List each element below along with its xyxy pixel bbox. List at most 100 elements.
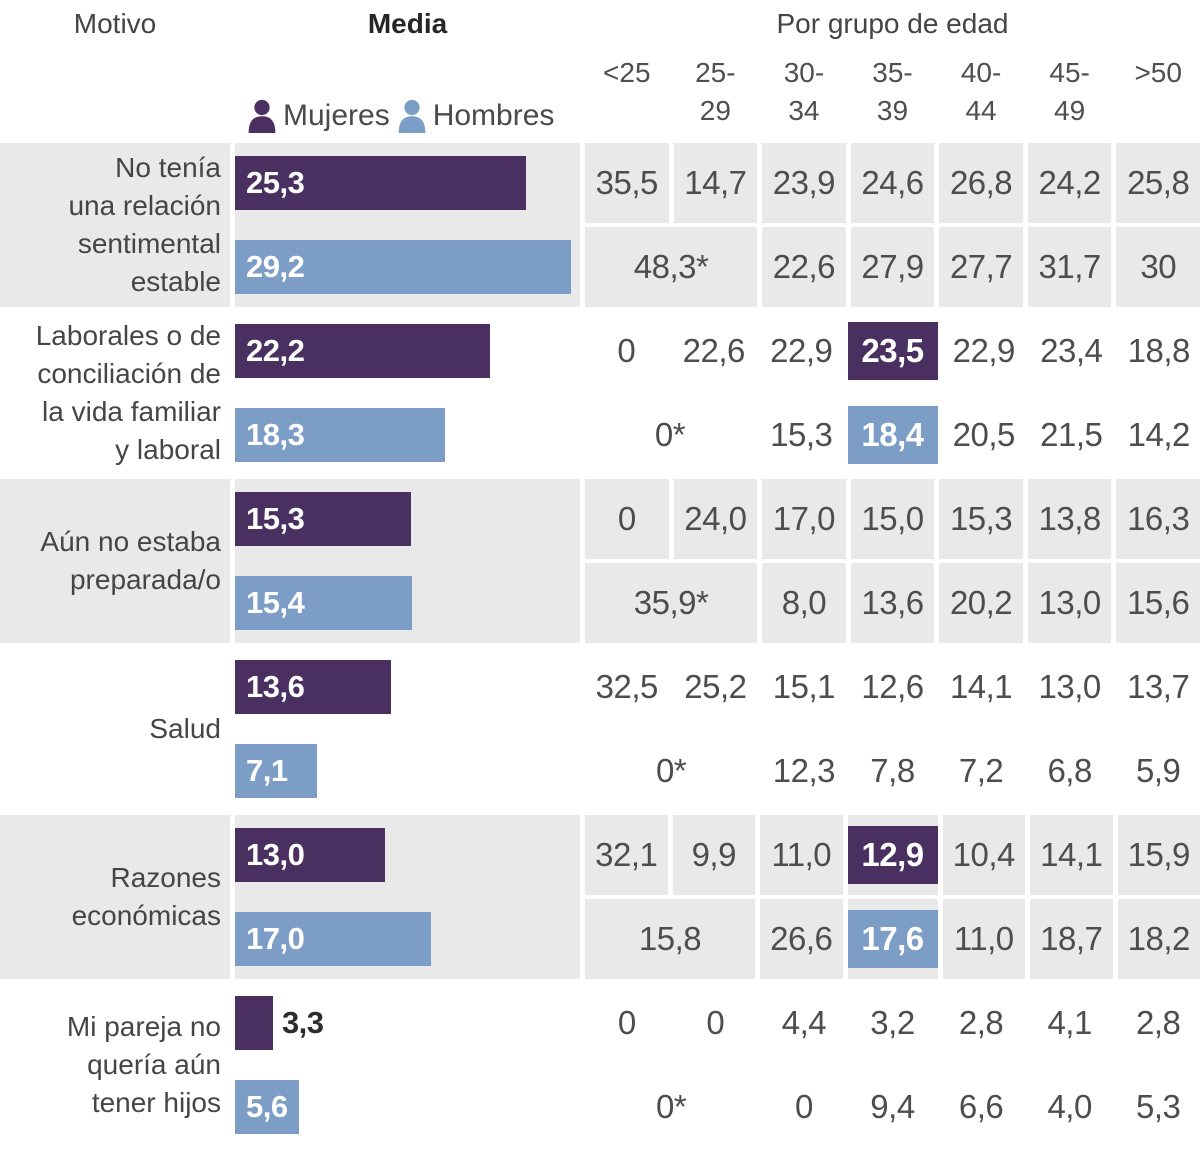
age-value-cell: 23,4 [1040,332,1103,369]
row-band: No tenía una relación sentimental establ… [0,143,1200,307]
media-bar-row-hombres: 5,6 [235,1067,580,1147]
age-value-cell: 11,0 [760,815,843,895]
highlighted-value: 12,9 [847,826,938,884]
media-bar-value: 5,6 [246,1089,288,1124]
age-value-cell: 25,8 [1116,143,1200,223]
age-value-cell: 32,1 [585,815,668,895]
age-value-cell: 5,9 [1136,752,1181,789]
media-bar-row-mujeres: 3,3 [235,983,580,1063]
age-value-cell: 15,1 [772,668,836,705]
media-bar-row-mujeres: 15,3 [235,479,580,559]
media-bar-row-hombres: 7,1 [235,731,580,811]
media-bar-value: 29,2 [246,249,305,284]
media-bar-cell: 13,6 7,1 [235,647,580,811]
age-value-cell: 10,4 [942,815,1025,895]
age-value-cell: 18,8 [1127,332,1191,369]
media-bar-value: 25,3 [246,165,305,200]
age-group-header: 40- 44 [960,57,1002,126]
age-value-cell: 0* [654,416,686,453]
media-bar-row-hombres: 29,2 [235,227,580,307]
row-band: Aún no estaba preparada/o 15,3 15,4 0 24,0 17… [0,479,1200,643]
age-value-cell: 11,0 [942,899,1025,979]
age-value-cell: 23,5 [847,311,938,391]
media-bar-row-mujeres: 13,0 [235,815,580,895]
age-value-cell: 4,1 [1047,1004,1092,1041]
media-bar-cell: 13,0 17,0 [235,815,580,979]
age-value-cell: 14,1 [1030,815,1113,895]
highlighted-value: 18,4 [847,406,938,464]
mujeres-person-icon [247,99,277,133]
age-value-cell: 24,6 [850,143,935,223]
chart-header: Motivo Media Por grupo de edad Mujeres [0,0,1200,143]
age-value-cell: 5,3 [1136,1088,1181,1125]
age-value-cell: 17,0 [762,479,846,559]
age-value-cell: 0* [655,1088,687,1125]
media-bar-cell: 3,3 5,6 [235,983,580,1147]
age-value-cell: 13,0 [1027,563,1112,643]
age-group-header: <25 [603,57,651,88]
legend-label-mujeres: Mujeres [283,99,390,132]
age-value-cell: 13,6 [850,563,935,643]
age-value-cell: 13,7 [1127,668,1190,705]
age-value-cell: 22,9 [952,332,1016,369]
age-value-cell: 9,4 [870,1088,915,1125]
age-value-cell: 22,6 [682,332,746,369]
media-bar-mujeres [235,996,273,1050]
media-bar-value: 15,3 [246,501,305,536]
media-bar-value: 22,2 [246,333,305,368]
age-value-cell: 0 [617,1004,636,1041]
media-bar-row-hombres: 17,0 [235,899,580,979]
media-bar-hombres: 15,4 [235,576,413,630]
age-value-cell: 18,4 [847,395,938,475]
age-value-cell: 14,1 [949,668,1013,705]
age-value-cell: 2,8 [958,1004,1004,1041]
age-value-cell: 7,8 [870,752,915,789]
media-bar-mujeres: 13,6 [235,660,392,714]
age-value-cell: 13,0 [1038,668,1102,705]
age-value-cell: 12,3 [772,752,836,789]
age-value-cell: 15,8 [585,899,755,979]
media-bar-value: 13,6 [246,669,305,704]
age-value-cell: 27,7 [939,227,1023,307]
media-bar-value: 13,0 [246,837,305,872]
age-value-cell: 13,8 [1027,479,1112,559]
row-band: Salud 13,6 7,1 32,5 25,2 15,1 12,6 14,1 13,0 13,7… [0,647,1200,811]
motivo-label: Mi pareja no quería aún tener hijos [66,1011,221,1118]
media-bar-cell: 22,2 18,3 [235,311,580,475]
media-bar-hombres: 5,6 [235,1080,300,1134]
media-bar-cell: 15,3 15,4 [235,479,580,643]
age-value-cell: 4,0 [1047,1088,1092,1125]
age-value-cell: 26,8 [939,143,1023,223]
age-value-cell: 4,4 [781,1004,827,1041]
media-bar-row-mujeres: 13,6 [235,647,580,727]
motivo-label: Salud [149,713,221,744]
age-value-cell: 14,2 [1127,416,1191,453]
age-value-cell: 8,0 [762,563,846,643]
media-bar-row-mujeres: 25,3 [235,143,580,223]
age-value-cell: 35,5 [585,143,669,223]
media-bar-hombres: 29,2 [235,240,571,294]
age-value-cell: 26,6 [760,899,843,979]
age-value-cell: 6,8 [1047,752,1092,789]
legend-item-hombres: Hombres [397,99,555,133]
media-bar-row-hombres: 15,4 [235,563,580,643]
media-bar-mujeres: 13,0 [235,828,385,882]
media-bar-row-mujeres: 22,2 [235,311,580,391]
legend-label-hombres: Hombres [432,99,555,132]
highlighted-value: 23,5 [847,322,938,380]
age-value-cell: 21,5 [1040,416,1103,453]
age-value-cell: 23,9 [762,143,846,223]
age-value-cell: 2,8 [1136,1004,1181,1041]
age-value-cell: 3,2 [870,1004,915,1041]
highlighted-value: 17,6 [847,910,938,968]
motivo-label: Laborales o de conciliación de la vida f… [35,320,221,465]
media-bar-value: 18,3 [246,417,305,452]
age-value-cell: 35,9* [585,563,758,643]
age-value-cell: 30 [1116,227,1200,307]
media-bar-mujeres: 25,3 [235,156,526,210]
age-value-cell: 24,0 [673,479,758,559]
age-value-cell: 16,3 [1116,479,1200,559]
motivo-label: Aún no estaba preparada/o [0,479,230,643]
media-bar-mujeres: 22,2 [235,324,491,378]
